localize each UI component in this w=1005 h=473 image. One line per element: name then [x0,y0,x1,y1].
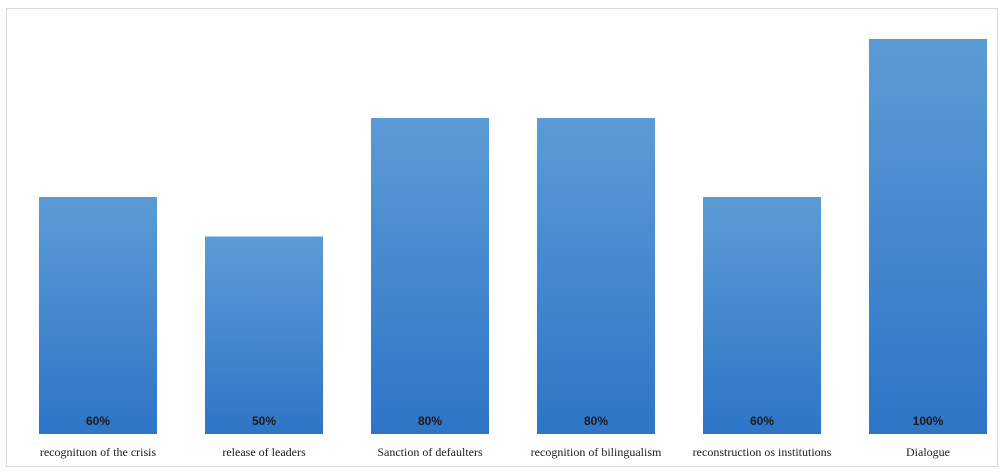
data-label-1: 60% [86,414,110,428]
category-label-2: release of leaders [222,445,306,459]
data-label-4: 80% [584,414,608,428]
data-labels-group: 60% 50% 80% 80% 60% 100% [86,414,944,428]
category-label-1: recognituon of the crisis [40,445,157,459]
bar-1 [39,197,157,434]
category-labels-group: recognituon of the crisis release of lead… [40,445,950,459]
data-label-6: 100% [913,414,944,428]
bar-6 [869,39,987,434]
category-label-6: Dialogue [906,445,950,459]
data-label-2: 50% [252,414,276,428]
bar-2 [205,236,323,434]
bars-group [39,39,987,434]
data-label-3: 80% [418,414,442,428]
bar-5 [703,197,821,434]
data-label-5: 60% [750,414,774,428]
chart-frame [6,8,998,467]
bar-3 [371,118,489,434]
category-label-3: Sanction of defaulters [377,445,483,459]
bar-4 [537,118,655,434]
category-label-5: reconstruction os institutions [693,445,832,459]
category-label-4: recognition of bilingualism [531,445,662,459]
